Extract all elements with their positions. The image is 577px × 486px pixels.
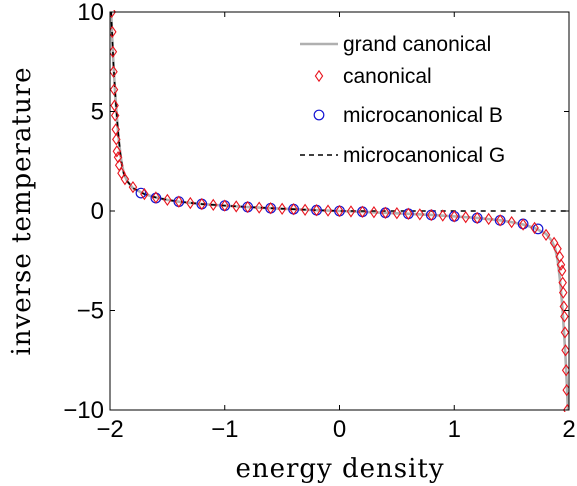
- data-point-diamond: [110, 65, 118, 78]
- data-point-diamond: [472, 211, 482, 225]
- data-point-diamond: [562, 383, 569, 397]
- data-point-diamond: [323, 204, 333, 217]
- data-point-diamond: [415, 208, 425, 221]
- data-point-diamond: [558, 286, 568, 299]
- x-tick-label: 1: [448, 416, 461, 443]
- data-point-diamond: [289, 203, 298, 216]
- data-point-diamond: [557, 264, 567, 277]
- legend-swatch-diamond: [314, 69, 324, 83]
- data-point-diamond: [369, 206, 379, 219]
- data-point-diamond: [110, 25, 117, 39]
- data-point-diamond: [561, 344, 569, 357]
- data-point-diamond: [266, 202, 275, 215]
- legend-label: grand canonical: [343, 33, 491, 56]
- data-point-diamond: [560, 326, 569, 339]
- data-point-diamond: [438, 209, 448, 222]
- y-tick-label: 5: [91, 99, 104, 126]
- x-tick-label: 2: [562, 416, 575, 443]
- data-point-diamond: [404, 207, 413, 220]
- data-point-diamond: [381, 206, 390, 219]
- data-point-diamond: [186, 196, 195, 210]
- data-point-diamond: [335, 204, 344, 218]
- data-point-diamond: [128, 180, 138, 194]
- data-point-diamond: [530, 221, 539, 235]
- data-point-diamond: [556, 258, 566, 271]
- data-point-diamond: [112, 133, 121, 146]
- data-point-diamond: [209, 198, 218, 211]
- legend-label: microcanonical B: [343, 104, 503, 127]
- data-point-circle: [135, 187, 147, 199]
- data-point-diamond: [140, 187, 149, 201]
- data-point-circle: [532, 223, 544, 235]
- y-tick-label: −5: [77, 298, 104, 325]
- data-point-diamond: [312, 204, 321, 217]
- data-point-diamond: [484, 212, 493, 226]
- legend-swatch-circle: [313, 109, 325, 121]
- data-point-diamond: [518, 218, 528, 231]
- y-tick-label: 0: [91, 198, 104, 225]
- data-point-diamond: [174, 195, 184, 208]
- x-tick-label: −1: [211, 416, 238, 443]
- y-axis-label: inverse temperature: [7, 66, 37, 355]
- data-point-diamond: [220, 199, 230, 212]
- data-point-diamond: [197, 197, 207, 211]
- data-point-diamond: [346, 205, 356, 218]
- data-point-diamond: [110, 83, 119, 96]
- data-point-diamond: [449, 210, 459, 223]
- series-line-3: [110, 11, 569, 212]
- data-point-diamond: [427, 208, 436, 222]
- data-point-diamond: [243, 200, 252, 214]
- legend-label: microcanonical G: [343, 144, 505, 167]
- data-point-diamond: [120, 172, 130, 186]
- data-point-diamond: [163, 193, 172, 207]
- y-tick-label: 10: [77, 0, 104, 26]
- data-point-diamond: [277, 202, 287, 215]
- data-point-diamond: [231, 200, 241, 213]
- data-point-diamond: [254, 201, 264, 214]
- x-tick-label: −2: [96, 416, 123, 443]
- y-tick-label: −10: [63, 397, 104, 424]
- data-point-diamond: [563, 403, 569, 412]
- data-point-diamond: [392, 207, 402, 220]
- data-point-diamond: [541, 228, 551, 242]
- data-point-diamond: [461, 211, 470, 224]
- data-point-diamond: [110, 10, 116, 19]
- data-point-diamond: [112, 145, 122, 158]
- data-point-diamond: [495, 214, 505, 227]
- data-point-diamond: [507, 215, 516, 229]
- data-point-diamond: [151, 191, 161, 204]
- data-point-diamond: [300, 203, 310, 216]
- legend-label: canonical: [343, 65, 432, 88]
- x-axis-label: energy density: [235, 454, 444, 484]
- data-point-diamond: [560, 310, 569, 323]
- data-point-diamond: [110, 109, 120, 122]
- data-point-diamond: [358, 205, 367, 218]
- x-tick-label: 0: [333, 416, 346, 443]
